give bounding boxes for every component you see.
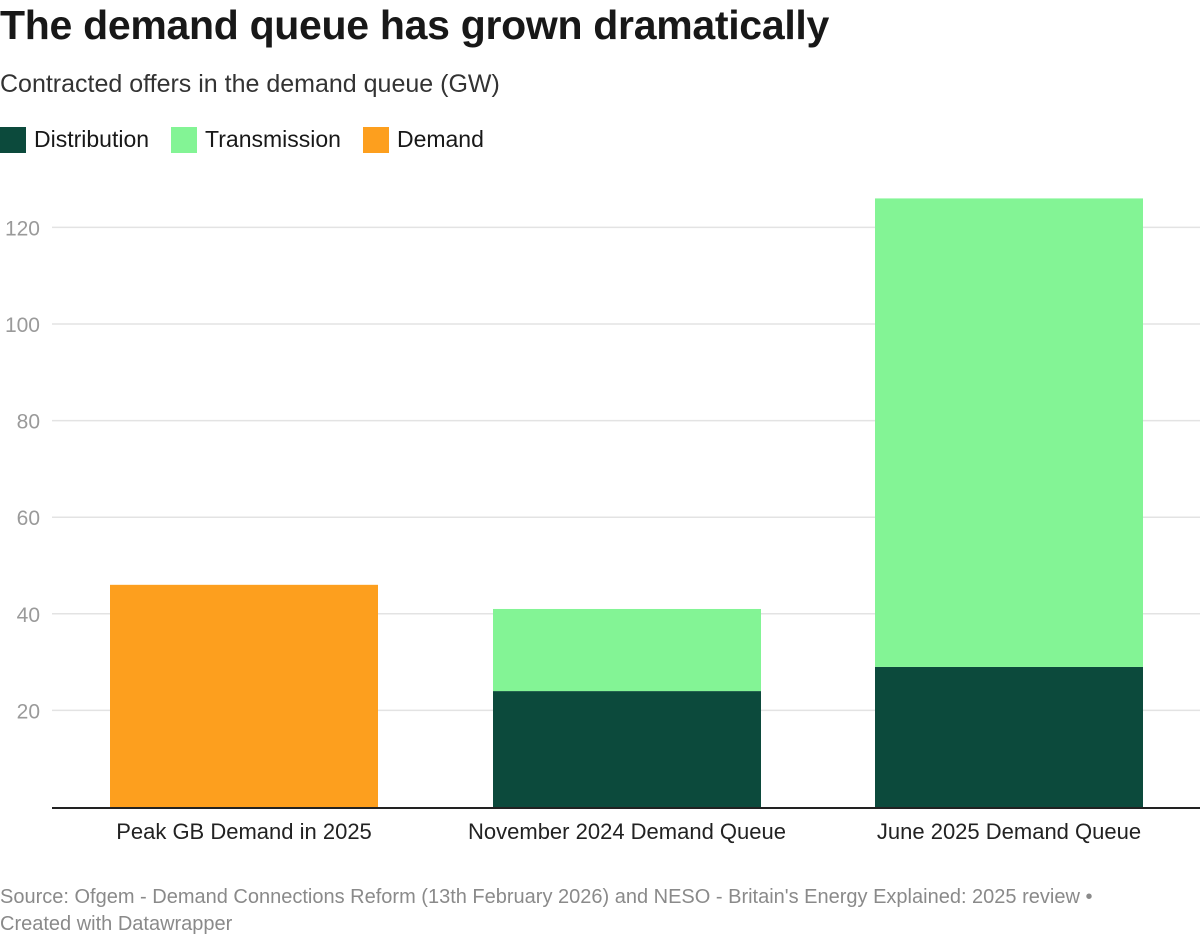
legend-label: Distribution [34, 126, 150, 152]
bar-segment-distribution [493, 691, 761, 807]
y-tick-label: 20 [17, 700, 40, 723]
y-tick-label: 120 [5, 217, 40, 240]
legend-swatch [171, 126, 198, 153]
legend-swatch [0, 126, 26, 153]
legend-item: Demand [362, 126, 484, 153]
y-tick-label: 100 [5, 314, 40, 337]
y-tick-label: 60 [17, 507, 40, 530]
x-tick-label: November 2024 Demand Queue [468, 819, 786, 844]
bar-segment-demand [110, 584, 378, 807]
chart-subtitle: Contracted offers in the demand queue (G… [0, 70, 500, 98]
credit-text: Created with Datawrapper [0, 913, 233, 935]
legend-swatch [362, 126, 389, 153]
legend-label: Demand [396, 126, 484, 152]
bar-segment-transmission [493, 608, 761, 692]
legend-label: Transmission [205, 126, 341, 152]
x-tick-label: Peak GB Demand in 2025 [116, 819, 372, 844]
source-text: Source: Ofgem - Demand Connections Refor… [0, 886, 1093, 908]
legend-item: Distribution [0, 126, 149, 153]
legend: Distribution Transmission Demand [0, 126, 484, 153]
y-tick-label: 80 [17, 411, 40, 434]
bar-segment-transmission [875, 198, 1143, 667]
bar-chart: 20 40 60 80 100 120 Peak GB Demand in 2025 Nove… [5, 198, 1200, 844]
y-tick-label: 40 [17, 604, 40, 627]
x-tick-label: June 2025 Demand Queue [877, 819, 1141, 844]
chart-title: The demand queue has grown dramatically [0, 2, 830, 48]
legend-item: Transmission [171, 126, 341, 153]
source-note: Source: Ofgem - Demand Connections Refor… [0, 884, 1200, 938]
bar-segment-distribution [875, 666, 1143, 807]
